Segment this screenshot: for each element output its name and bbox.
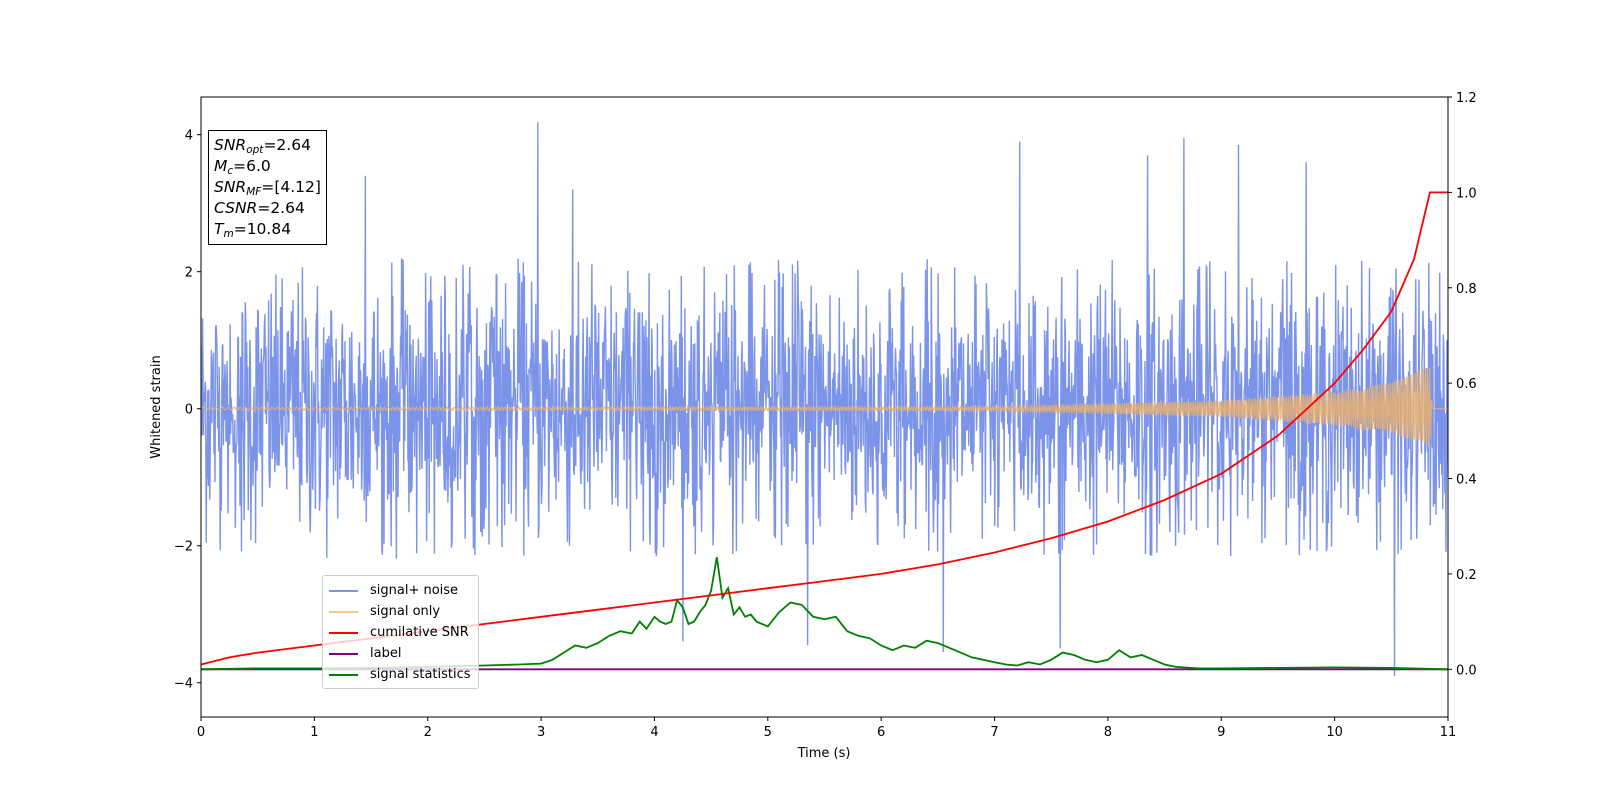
series-signal-only [201, 367, 1448, 448]
snr-opt-label: SNR [214, 136, 247, 154]
x-tick-label: 0 [197, 725, 205, 740]
y-tick-label-right: 1.2 [1456, 91, 1477, 106]
series-signal-statistics [201, 557, 1448, 671]
csnr-row: CSNR=2.64 [214, 198, 321, 219]
csnr-value: =2.64 [257, 199, 305, 217]
legend-label: label [370, 646, 402, 661]
legend-item-cumulative-snr: cumilative SNR [329, 622, 471, 643]
mc-value: =6.0 [233, 157, 271, 175]
y-axis-left: −4 −2 0 2 4 [174, 129, 201, 692]
y-tick-label-right: 1.0 [1456, 186, 1477, 201]
y-tick-label-left: 2 [185, 266, 193, 281]
legend-label: signal statistics [370, 667, 471, 682]
legend-label: signal only [370, 604, 441, 619]
x-tick-label: 1 [310, 725, 318, 740]
plot-frame [200, 96, 1449, 718]
y-tick-label-right: 0.0 [1456, 663, 1477, 678]
snr-opt-value: =2.64 [263, 136, 311, 154]
y-tick-label-left: 4 [185, 129, 193, 144]
x-axis-label: Time (s) [797, 746, 851, 761]
legend-item-signal-noise: signal+ noise [329, 580, 471, 601]
mc-row: Mc=6.0 [214, 156, 321, 177]
snr-opt-row: SNRopt=2.64 [214, 135, 321, 156]
legend-item-signal-statistics: signal statistics [329, 664, 471, 685]
x-axis: 0 1 2 3 4 5 6 7 8 9 10 11 [197, 717, 1456, 740]
series-signal-noise [201, 122, 1448, 676]
csnr-label: CSNR [214, 199, 258, 217]
x-tick-label: 11 [1440, 725, 1457, 740]
legend-swatch-signal-statistics [329, 673, 358, 676]
legend-swatch-signal-only [329, 610, 358, 613]
x-tick-label: 4 [650, 725, 658, 740]
snr-opt-subscript: opt [246, 144, 264, 156]
snr-mf-subscript: MF [246, 186, 262, 198]
legend-swatch-label [329, 652, 358, 655]
tm-label: T [214, 220, 224, 238]
x-tick-label: 2 [424, 725, 432, 740]
legend: signal+ noise signal only cumilative SNR… [322, 575, 479, 689]
tm-subscript: m [223, 228, 234, 240]
snr-mf-label: SNR [214, 178, 247, 196]
y-tick-label-left: 0 [185, 403, 193, 418]
legend-swatch-cumulative-snr [329, 631, 358, 634]
legend-label: cumilative SNR [370, 625, 469, 640]
x-tick-label: 8 [1104, 725, 1112, 740]
annotation-box: SNRopt=2.64 Mc=6.0 SNRMF=[4.12] CSNR=2.6… [208, 130, 327, 245]
legend-swatch-signal-noise [329, 589, 358, 592]
x-tick-label: 6 [877, 725, 885, 740]
mc-subscript: c [227, 165, 234, 177]
y-tick-label-right: 0.4 [1456, 473, 1477, 488]
y-tick-label-right: 0.8 [1456, 282, 1477, 297]
y-tick-label-left: −4 [174, 677, 193, 692]
mc-label: M [214, 157, 228, 175]
x-tick-label: 3 [537, 725, 545, 740]
y-tick-label-right: 0.6 [1456, 377, 1477, 392]
snr-mf-value: =[4.12] [261, 178, 321, 196]
tm-value: =10.84 [233, 220, 292, 238]
y-axis-label: Whitened strain [149, 355, 164, 458]
legend-item-label: label [329, 643, 471, 664]
x-tick-label: 5 [764, 725, 772, 740]
legend-item-signal-only: signal only [329, 601, 471, 622]
y-tick-label-right: 0.2 [1456, 568, 1477, 583]
y-tick-label-left: −2 [174, 540, 193, 555]
x-tick-label: 7 [990, 725, 998, 740]
x-tick-label: 10 [1326, 725, 1343, 740]
snr-mf-row: SNRMF=[4.12] [214, 177, 321, 198]
tm-row: Tm=10.84 [214, 219, 321, 240]
x-tick-label: 9 [1217, 725, 1225, 740]
y-axis-right: 0.0 0.2 0.4 0.6 0.8 1.0 1.2 [1448, 91, 1477, 678]
legend-label: signal+ noise [370, 583, 459, 598]
